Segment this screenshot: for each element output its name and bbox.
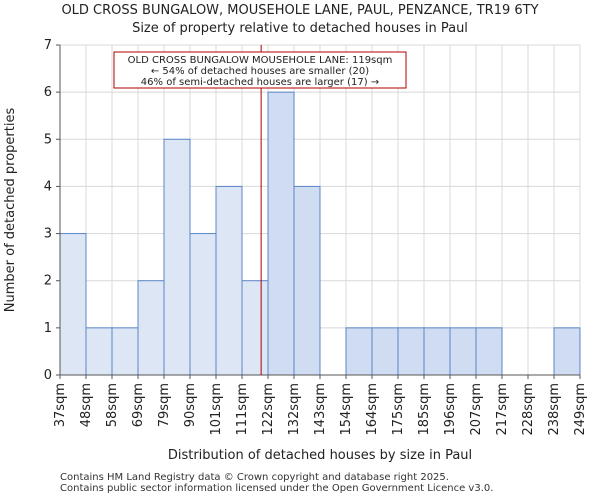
bar-164sqm bbox=[371, 327, 399, 376]
bar-185sqm bbox=[423, 327, 451, 376]
x-tick-label: 122sqm bbox=[261, 383, 276, 436]
y-tick-label: 4 bbox=[44, 179, 52, 194]
bar-207sqm bbox=[475, 327, 503, 376]
attribution-line-2: Contains public sector information licen… bbox=[60, 483, 494, 494]
annotation-line3: 46% of semi-detached houses are larger (… bbox=[141, 77, 379, 88]
x-tick-label: 207sqm bbox=[469, 383, 484, 436]
x-tick-label: 37sqm bbox=[53, 383, 68, 427]
y-tick-label: 6 bbox=[44, 85, 52, 100]
x-tick-label: 249sqm bbox=[573, 383, 588, 436]
bar-69sqm bbox=[137, 280, 165, 376]
y-tick-label: 5 bbox=[44, 132, 52, 147]
attribution-line-1: Contains HM Land Registry data © Crown c… bbox=[60, 472, 449, 483]
chart-title-block: OLD CROSS BUNGALOW, MOUSEHOLE LANE, PAUL… bbox=[0, 0, 600, 38]
annotation-line1: OLD CROSS BUNGALOW MOUSEHOLE LANE: 119sq… bbox=[128, 55, 393, 66]
bar-154sqm bbox=[345, 327, 373, 376]
chart-title: OLD CROSS BUNGALOW, MOUSEHOLE LANE, PAUL… bbox=[61, 3, 539, 18]
x-tick-label: 58sqm bbox=[105, 383, 120, 427]
x-tick-label: 111sqm bbox=[235, 383, 250, 436]
x-tick-label: 196sqm bbox=[443, 383, 458, 436]
bar-101sqm bbox=[215, 185, 243, 376]
y-tick-label: 3 bbox=[44, 227, 52, 242]
x-tick-label: 48sqm bbox=[79, 383, 94, 427]
bar-238sqm bbox=[553, 327, 581, 376]
bar-111sqm bbox=[241, 280, 269, 376]
annotation-line2: ← 54% of detached houses are smaller (20… bbox=[151, 66, 369, 77]
bar-48sqm bbox=[85, 327, 113, 376]
x-tick-label: 175sqm bbox=[391, 383, 406, 436]
bar-90sqm bbox=[189, 233, 217, 376]
x-axis-title: Distribution of detached houses by size … bbox=[168, 448, 472, 463]
bar-196sqm bbox=[449, 327, 477, 376]
bar-175sqm bbox=[397, 327, 425, 376]
y-axis-title: Number of detached properties bbox=[3, 108, 18, 313]
x-tick-label: 185sqm bbox=[417, 383, 432, 436]
bar-58sqm bbox=[111, 327, 139, 376]
x-tick-label: 132sqm bbox=[287, 383, 302, 436]
y-tick-label: 2 bbox=[44, 274, 52, 289]
bar-37sqm bbox=[59, 233, 87, 376]
x-tick-label: 164sqm bbox=[365, 383, 380, 436]
y-tick-label: 0 bbox=[44, 368, 52, 383]
x-tick-label: 238sqm bbox=[547, 383, 562, 436]
x-tick-label: 79sqm bbox=[157, 383, 172, 427]
x-tick-label: 217sqm bbox=[495, 383, 510, 436]
bar-79sqm bbox=[163, 138, 191, 376]
y-tick-label: 1 bbox=[44, 321, 52, 336]
bar-122sqm bbox=[267, 91, 295, 376]
y-tick-label: 7 bbox=[44, 38, 52, 53]
annotation-box bbox=[113, 51, 407, 89]
x-tick-label: 154sqm bbox=[339, 383, 354, 436]
x-tick-label: 101sqm bbox=[209, 383, 224, 436]
x-tick-label: 69sqm bbox=[131, 383, 146, 427]
x-tick-label: 143sqm bbox=[313, 383, 328, 436]
x-tick-label: 228sqm bbox=[521, 383, 536, 436]
x-tick-label: 90sqm bbox=[183, 383, 198, 427]
attribution-footer: Contains HM Land Registry data © Crown c… bbox=[60, 472, 493, 494]
chart-subtitle: Size of property relative to detached ho… bbox=[132, 21, 468, 36]
bar-132sqm bbox=[293, 185, 321, 376]
